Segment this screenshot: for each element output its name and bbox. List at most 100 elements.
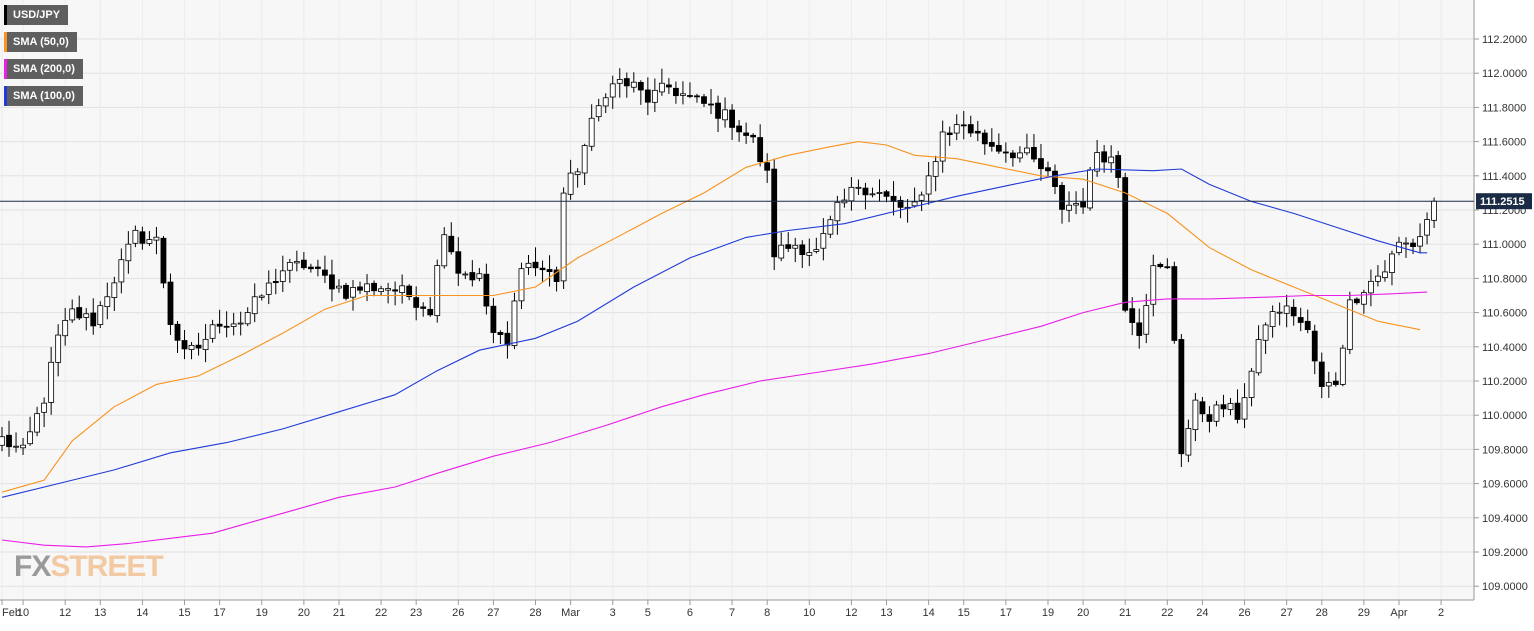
candle-body-down bbox=[736, 125, 742, 133]
candle bbox=[76, 295, 83, 321]
candle-body-up bbox=[0, 436, 5, 446]
candle bbox=[750, 133, 757, 144]
candle-body-up bbox=[560, 192, 567, 282]
candle-body-down bbox=[174, 323, 181, 341]
candle-body-up bbox=[1368, 280, 1374, 294]
y-tick-label: 112.0000 bbox=[1482, 68, 1527, 80]
candle-body-up bbox=[41, 402, 48, 413]
candle bbox=[1031, 134, 1037, 163]
y-tick-label: 111.6000 bbox=[1482, 137, 1526, 149]
x-tick-label: 12 bbox=[845, 607, 857, 619]
candle-body-down bbox=[708, 103, 714, 106]
candle-body-down bbox=[1410, 242, 1416, 247]
x-tick-label: 21 bbox=[1119, 607, 1131, 619]
legend-item-usdjpy[interactable]: USD/JPY bbox=[4, 5, 69, 25]
candle bbox=[644, 77, 651, 116]
candle bbox=[581, 143, 588, 185]
candle-body-down bbox=[553, 269, 560, 283]
candle bbox=[855, 179, 862, 195]
legend-label-usdjpy: USD/JPY bbox=[13, 9, 61, 21]
candle-body-down bbox=[483, 273, 490, 307]
x-tick-label: 12 bbox=[59, 607, 71, 619]
candle bbox=[1325, 371, 1332, 398]
x-tick-label: 28 bbox=[1316, 607, 1328, 619]
x-tick-label: 17 bbox=[213, 607, 225, 619]
candle bbox=[666, 78, 672, 94]
candle bbox=[1290, 299, 1297, 326]
candle bbox=[476, 267, 483, 282]
candle-body-up bbox=[83, 313, 90, 318]
candle bbox=[146, 231, 153, 246]
x-tick-label: 14 bbox=[923, 607, 935, 619]
candle bbox=[609, 75, 616, 109]
candle-body-up bbox=[434, 265, 441, 317]
x-tick-label: 26 bbox=[1238, 607, 1250, 619]
candle-body-up bbox=[876, 192, 883, 194]
candle bbox=[357, 281, 363, 294]
candle bbox=[862, 182, 869, 210]
candle-body-down bbox=[883, 191, 890, 197]
x-tick-label: 7 bbox=[729, 607, 735, 619]
candle bbox=[1017, 146, 1023, 163]
candle-body-up bbox=[118, 259, 125, 283]
x-tick-label: 15 bbox=[178, 607, 190, 619]
candle-body-up bbox=[722, 109, 728, 121]
candle-body-down bbox=[750, 134, 757, 138]
candle bbox=[708, 88, 714, 115]
candle bbox=[778, 232, 785, 262]
candle-body-down bbox=[981, 132, 988, 145]
candle bbox=[1066, 191, 1072, 223]
legend-item-sma-100[interactable]: SMA (100,0) bbox=[4, 86, 83, 106]
y-tick-label: 109.2000 bbox=[1482, 547, 1528, 559]
candle bbox=[343, 282, 349, 301]
candle bbox=[588, 104, 595, 151]
candle-body-up bbox=[581, 145, 588, 174]
candle-body-down bbox=[729, 109, 735, 128]
x-tick-label: 24 bbox=[1196, 607, 1208, 619]
candle bbox=[265, 270, 272, 305]
candle-body-down bbox=[322, 269, 328, 276]
legend-item-sma-50[interactable]: SMA (50,0) bbox=[4, 32, 77, 52]
candle-body-up bbox=[1066, 204, 1072, 211]
candle bbox=[427, 297, 434, 317]
candle-body-down bbox=[216, 323, 223, 327]
y-tick-label: 110.8000 bbox=[1482, 273, 1527, 285]
candle-body-up bbox=[806, 252, 813, 256]
candle-body-up bbox=[1073, 203, 1079, 206]
legend-swatch-sma-50 bbox=[4, 32, 7, 52]
candle-body-down bbox=[1290, 306, 1297, 317]
candle-body-up bbox=[658, 82, 665, 93]
candle bbox=[883, 189, 890, 203]
candle bbox=[1297, 307, 1304, 332]
candle bbox=[83, 308, 90, 331]
candle-body-up bbox=[1346, 299, 1353, 350]
candle-body-down bbox=[1220, 404, 1227, 410]
candle bbox=[118, 248, 125, 294]
candle bbox=[462, 271, 469, 280]
candle bbox=[448, 222, 455, 255]
candle bbox=[1101, 145, 1108, 173]
candle bbox=[722, 97, 728, 128]
candle bbox=[1227, 398, 1234, 416]
candle bbox=[1220, 394, 1227, 418]
candle-body-down bbox=[539, 267, 546, 271]
candle-body-down bbox=[272, 281, 279, 284]
candle bbox=[602, 93, 609, 114]
candle-body-up bbox=[62, 319, 69, 337]
candle-body-down bbox=[413, 297, 420, 308]
candle bbox=[160, 236, 167, 289]
candle bbox=[1360, 289, 1367, 314]
candle-body-up bbox=[820, 233, 827, 249]
candle-body-down bbox=[497, 332, 504, 336]
candle bbox=[455, 237, 462, 286]
legend-label-sma-50: SMA (50,0) bbox=[13, 36, 69, 48]
candle-body-down bbox=[743, 132, 750, 136]
candle bbox=[1108, 145, 1115, 173]
candle-body-up bbox=[848, 186, 855, 202]
candle bbox=[209, 319, 216, 343]
candle bbox=[1002, 142, 1009, 163]
y-tick-label: 110.2000 bbox=[1482, 376, 1527, 388]
candle-body-up bbox=[574, 171, 581, 175]
legend-item-sma-200[interactable]: SMA (200,0) bbox=[4, 59, 83, 79]
